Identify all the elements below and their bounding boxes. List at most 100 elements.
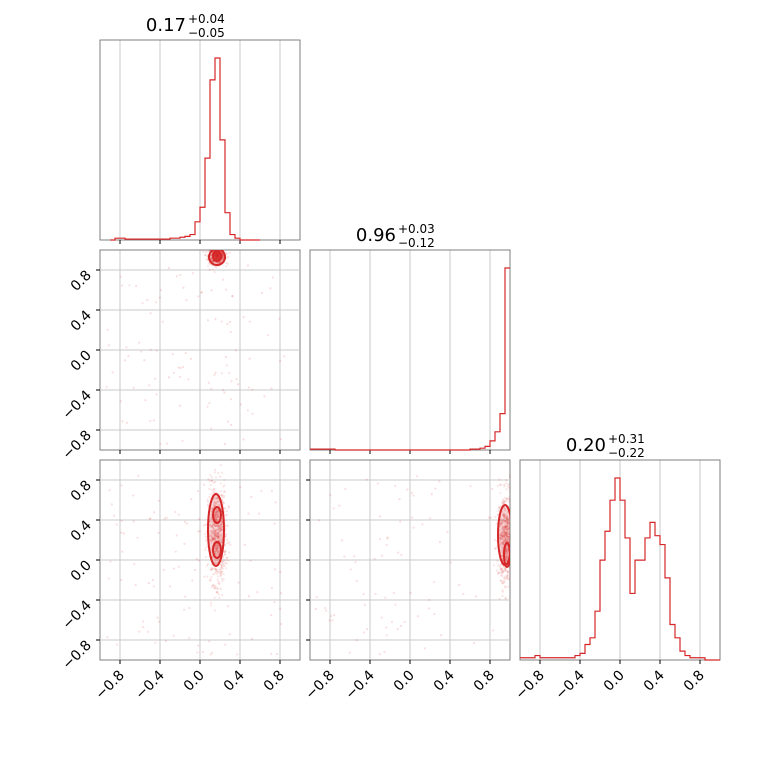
scatter-point xyxy=(213,516,216,519)
scatter-point xyxy=(216,514,219,517)
scatter-point xyxy=(214,257,218,260)
scatter-point xyxy=(220,538,223,542)
scatter-point xyxy=(504,522,507,526)
scatter-point xyxy=(511,493,513,495)
scatter-point xyxy=(225,364,228,367)
scatter-point xyxy=(215,252,218,255)
scatter-point xyxy=(212,260,215,264)
scatter-point xyxy=(225,562,228,565)
scatter-point xyxy=(216,246,218,248)
scatter-point xyxy=(125,421,129,424)
scatter-point xyxy=(403,620,406,624)
scatter-point xyxy=(216,247,218,249)
contour-level xyxy=(212,541,222,559)
scatter-point xyxy=(504,496,507,499)
scatter-point xyxy=(214,558,217,562)
scatter-point xyxy=(200,291,203,294)
scatter-point xyxy=(500,521,504,525)
scatter-point xyxy=(513,582,515,584)
scatter-point xyxy=(212,526,215,529)
scatter-point xyxy=(497,572,500,575)
scatter-point xyxy=(509,498,510,501)
scatter-point xyxy=(510,554,512,556)
scatter-point xyxy=(380,554,384,557)
scatter-point xyxy=(209,538,212,541)
scatter-point xyxy=(216,531,219,534)
scatter-point xyxy=(501,582,504,585)
scatter-point xyxy=(242,316,245,319)
scatter-point xyxy=(247,595,251,598)
scatter-point xyxy=(214,371,217,374)
scatter-point xyxy=(215,503,218,506)
scatter-point xyxy=(501,541,504,544)
scatter-point xyxy=(214,253,217,256)
scatter-point xyxy=(157,531,160,534)
scatter-point xyxy=(520,521,522,523)
scatter-point xyxy=(438,480,441,483)
scatter-point xyxy=(273,600,276,604)
scatter-point xyxy=(210,566,213,569)
scatter-point xyxy=(505,528,508,531)
scatter-point xyxy=(215,528,218,532)
scatter-point xyxy=(206,319,210,322)
scatter-point xyxy=(439,634,443,637)
scatter-point xyxy=(156,616,159,619)
scatter-point xyxy=(504,508,507,511)
scatter-point xyxy=(216,254,219,257)
scatter-point xyxy=(216,587,219,590)
scatter-point xyxy=(210,258,213,261)
scatter-point xyxy=(505,570,508,573)
scatter-point xyxy=(224,507,227,510)
scatter-point xyxy=(213,572,216,575)
scatter-point xyxy=(503,500,506,503)
scatter-point xyxy=(216,254,219,257)
scatter-point xyxy=(222,572,225,576)
scatter-point xyxy=(503,516,506,519)
y-tick-label: −0.8 xyxy=(59,638,94,673)
scatter-point xyxy=(158,296,162,299)
scatter-point xyxy=(216,254,219,257)
scatter-point xyxy=(215,253,219,256)
scatter-point xyxy=(214,255,217,258)
scatter-point xyxy=(217,256,220,259)
scatter-point xyxy=(213,255,216,258)
scatter-point xyxy=(214,586,218,589)
scatter-point xyxy=(428,598,431,602)
scatter-point xyxy=(211,268,214,271)
scatter-point xyxy=(153,511,156,514)
scatter-point xyxy=(506,517,509,520)
scatter-point xyxy=(507,585,510,589)
histogram-panel-1: 0.96 +0.03−0.12 xyxy=(309,222,511,454)
scatter-point xyxy=(354,561,357,564)
scatter-point xyxy=(270,489,273,493)
scatter-point xyxy=(216,591,219,594)
scatter-point xyxy=(200,291,203,294)
scatter-point xyxy=(208,401,211,405)
scatter-point xyxy=(179,366,182,369)
scatter-point xyxy=(217,511,220,514)
scatter-point xyxy=(228,251,231,254)
scatter-point xyxy=(504,530,507,533)
scatter-point xyxy=(214,510,217,514)
scatter-point xyxy=(217,551,220,554)
scatter-point xyxy=(427,607,431,610)
scatter-point xyxy=(214,530,217,533)
scatter-point xyxy=(509,534,510,537)
scatter-point xyxy=(225,288,228,291)
scatter-point xyxy=(283,355,286,358)
scatter-point xyxy=(128,284,131,287)
scatter-point xyxy=(213,534,216,537)
scatter-point xyxy=(504,533,508,536)
scatter-point xyxy=(148,384,151,387)
scatter-point xyxy=(215,514,218,517)
scatter-point xyxy=(501,537,504,541)
scatter-point xyxy=(215,254,219,258)
scatter-point xyxy=(214,532,217,535)
scatter-point xyxy=(217,257,220,260)
scatter-point xyxy=(502,530,505,533)
scatter-point xyxy=(219,570,222,573)
scatter-point xyxy=(315,595,318,599)
scatter-point xyxy=(517,537,519,539)
contour-level xyxy=(212,506,222,524)
scatter-point xyxy=(511,544,513,546)
